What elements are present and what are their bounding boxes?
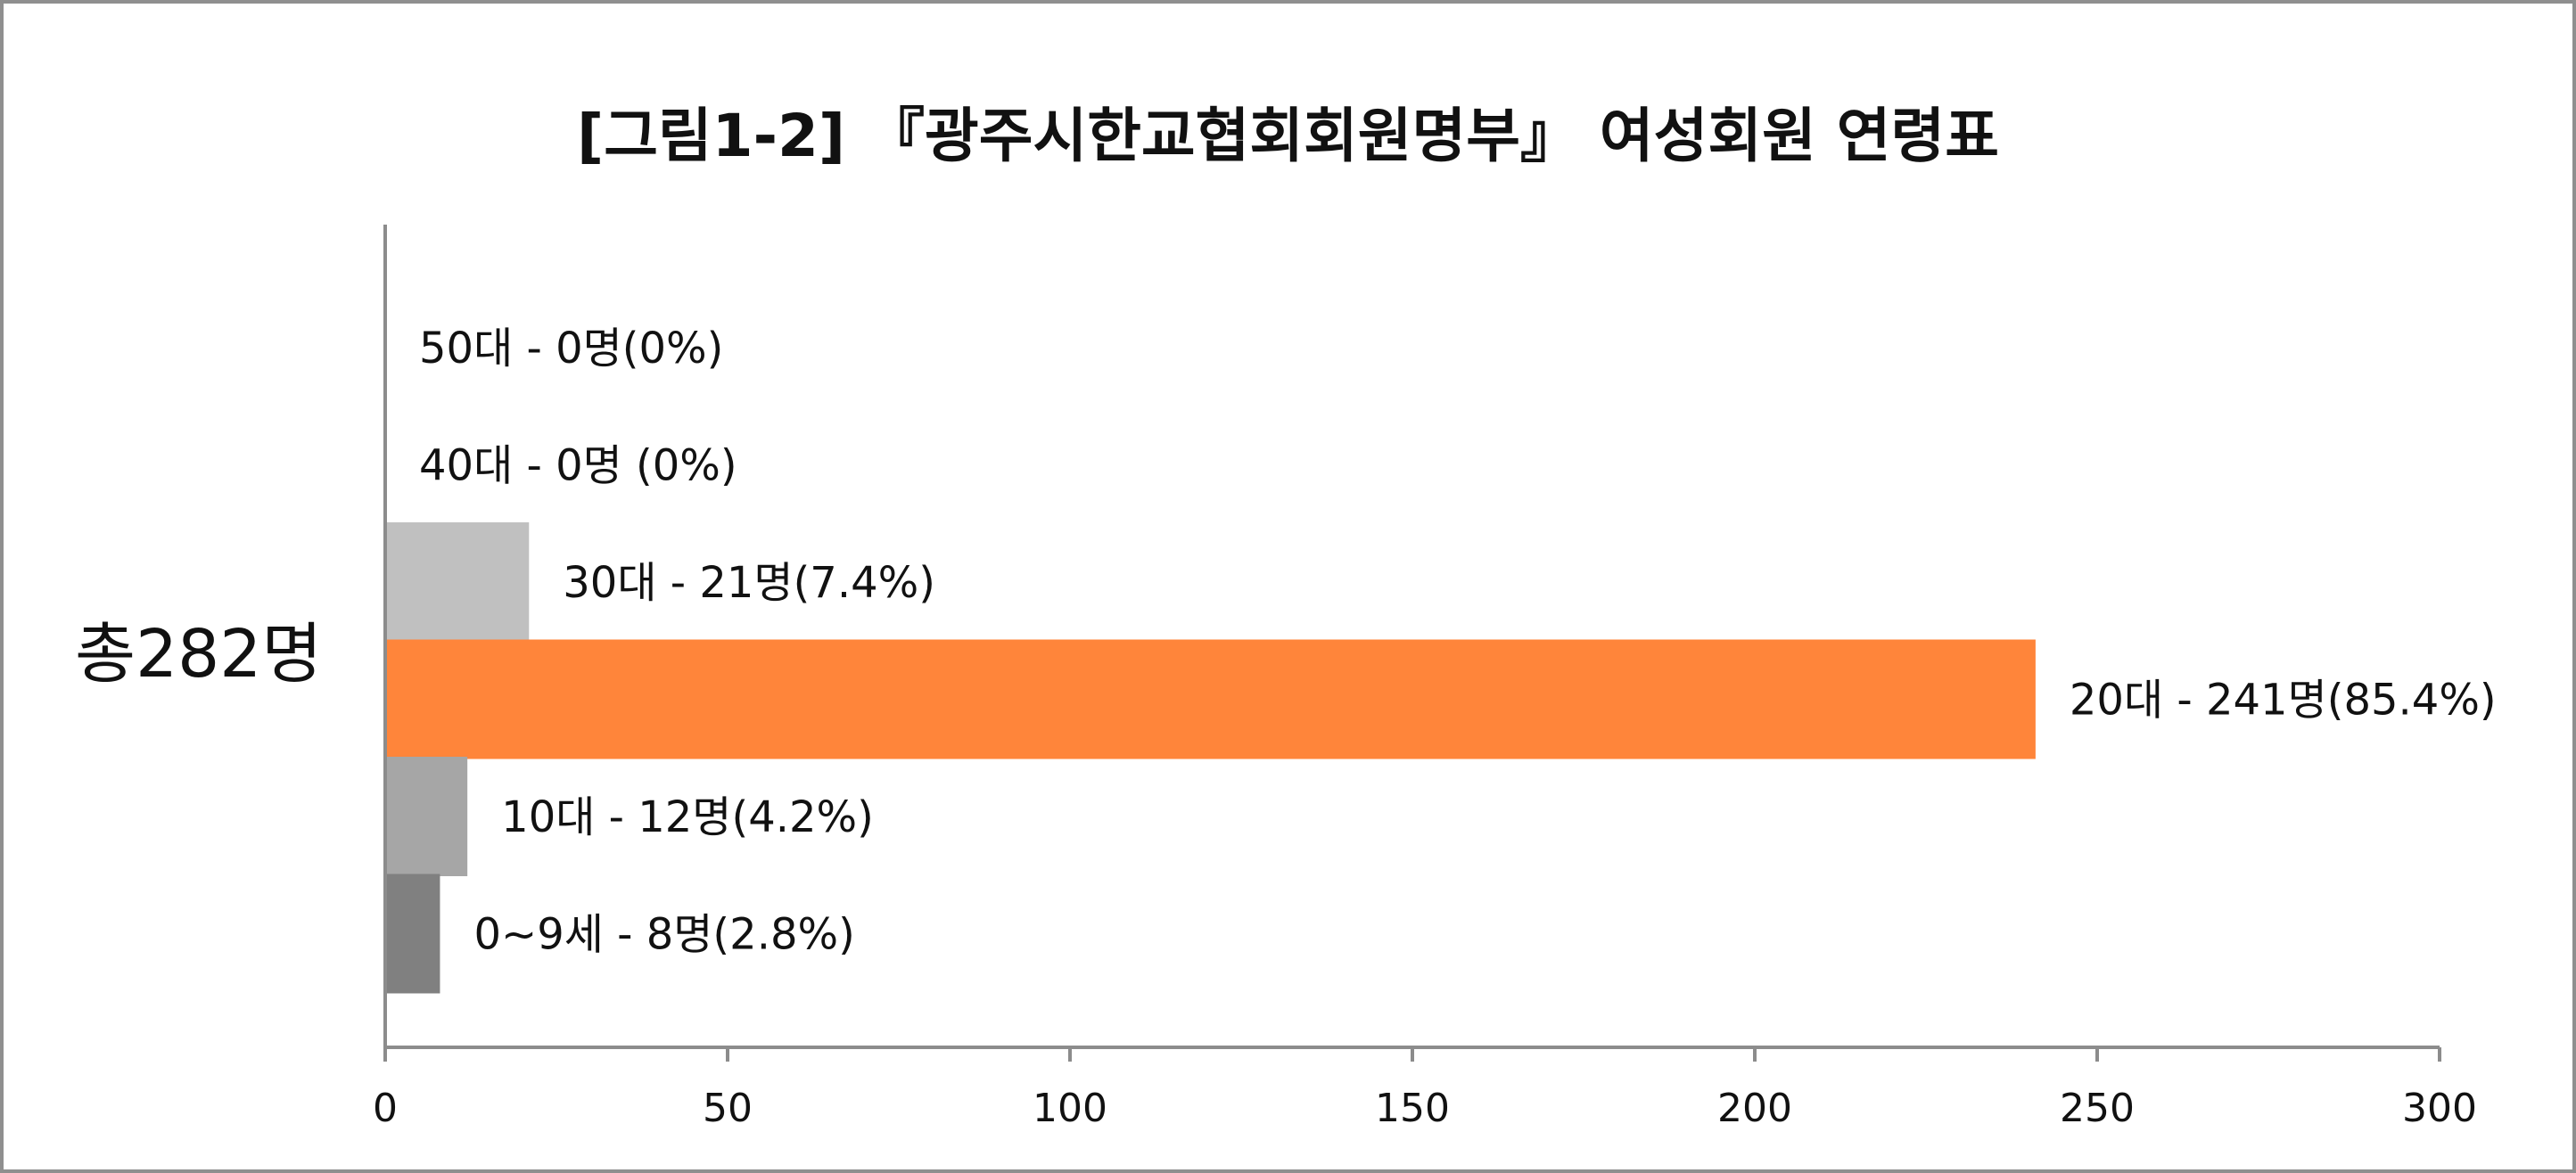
bar-data-label: 10대 - 12명(4.2%) xyxy=(501,792,874,842)
bar-chart-plot: 50대 - 0명(0%) 40대 - 0명 (0%) 30대 - 21명(7.4%)… xyxy=(373,225,2497,1131)
bar-data-label: 50대 - 0명(0%) xyxy=(419,324,723,373)
x-tick-label: 300 xyxy=(2402,1086,2477,1131)
bar-6 xyxy=(385,874,440,994)
x-tick-label: 200 xyxy=(1717,1086,1792,1131)
x-tick-label: 0 xyxy=(373,1086,398,1131)
bar-3 xyxy=(385,522,530,642)
bar-data-label: 20대 - 241명(85.4%) xyxy=(2070,676,2497,726)
bar-4 xyxy=(385,639,2036,759)
x-tick-label: 250 xyxy=(2060,1086,2135,1131)
x-tick-label: 100 xyxy=(1033,1086,1107,1131)
bar-data-label: 0~9세 - 8명(2.8%) xyxy=(473,910,854,960)
x-tick-label: 150 xyxy=(1375,1086,1450,1131)
bar-data-label: 40대 - 0명 (0%) xyxy=(419,441,737,491)
total-count-label: 총282명 xyxy=(75,616,323,693)
bar-5 xyxy=(385,757,468,876)
x-tick-label: 50 xyxy=(703,1086,753,1131)
chart-title: [그림1-2] 『광주시한교협회회원명부』 여성회원 연령표 xyxy=(577,102,1999,170)
bar-data-label: 30대 - 21명(7.4%) xyxy=(563,558,935,608)
